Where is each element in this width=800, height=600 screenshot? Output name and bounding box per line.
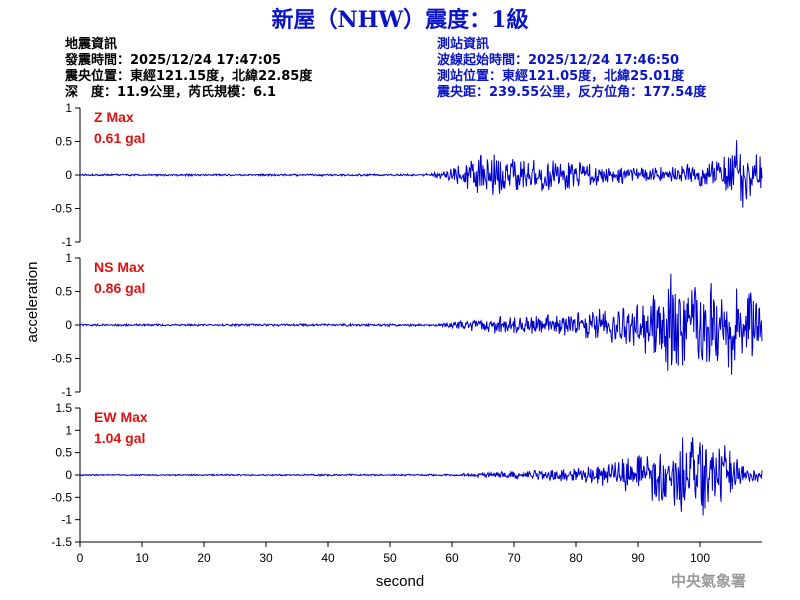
y-tick-label: 0 bbox=[65, 468, 72, 482]
y-tick-label: -0.5 bbox=[51, 490, 72, 504]
max-label-ew: EW Max bbox=[94, 409, 148, 425]
x-tick-label: 20 bbox=[197, 551, 211, 565]
y-tick-label: -1 bbox=[61, 385, 72, 399]
max-value-ew: 1.04 gal bbox=[94, 430, 145, 446]
y-tick-label: 0 bbox=[65, 318, 72, 332]
distance-azimuth: 震央距：239.55公里，反方位角：177.54度 bbox=[436, 84, 707, 100]
waveform-trace-ns bbox=[79, 273, 763, 375]
waveform-trace-z bbox=[79, 140, 763, 208]
x-tick-label: 60 bbox=[445, 551, 459, 565]
quake-info-heading: 地震資訊 bbox=[65, 36, 117, 52]
x-tick-label: 10 bbox=[135, 551, 149, 565]
station-location: 測站位置：東經121.05度，北緯25.01度 bbox=[437, 68, 685, 84]
y-tick-label: 0.5 bbox=[55, 135, 72, 149]
x-tick-label: 30 bbox=[259, 551, 273, 565]
y-tick-label: 0.5 bbox=[55, 446, 72, 460]
y-tick-label: 0 bbox=[65, 168, 72, 182]
y-tick-label: 1 bbox=[65, 251, 72, 265]
max-value-z: 0.61 gal bbox=[94, 130, 145, 146]
page-title: 新屋（NHW）震度：1級 bbox=[272, 7, 529, 33]
wave-start-time: 波線起始時間：2025/12/24 17:46:50 bbox=[437, 52, 679, 68]
x-tick-label: 40 bbox=[321, 551, 335, 565]
station-info: 測站資訊 波線起始時間：2025/12/24 17:46:50 測站位置：東經1… bbox=[436, 36, 707, 100]
panel-z: 1 0.5 0 -0.5 -1 Z Max 0.61 gal bbox=[51, 101, 763, 249]
panel-ew: 1.5 1 0.5 0 -0.5 -1 -1.5 EW Max 1.04 gal bbox=[51, 401, 763, 549]
y-tick-label: -0.5 bbox=[51, 202, 72, 216]
panel-ns: 1 0.5 0 -0.5 -1 NS Max 0.86 gal bbox=[51, 251, 763, 399]
y-tick-label: -0.5 bbox=[51, 352, 72, 366]
y-tick-label: -1.5 bbox=[51, 535, 72, 549]
quake-info: 地震資訊 發震時間：2025/12/24 17:47:05 震央位置：東經121… bbox=[64, 36, 313, 100]
x-tick-label: 50 bbox=[383, 551, 397, 565]
waveform-trace-ew bbox=[79, 437, 763, 516]
y-tick-label: 0.5 bbox=[55, 285, 72, 299]
y-tick-label: 1.5 bbox=[55, 401, 72, 415]
agency-footer: 中央氣象署 bbox=[671, 572, 746, 590]
x-axis-label: second bbox=[376, 573, 424, 590]
station-info-heading: 測站資訊 bbox=[437, 36, 489, 52]
x-tick-label: 70 bbox=[507, 551, 521, 565]
max-label-z: Z Max bbox=[94, 109, 134, 125]
x-tick-label: 0 bbox=[77, 551, 84, 565]
x-tick-label: 100 bbox=[690, 551, 710, 565]
depth-magnitude: 深 度：11.9公里，芮氏規模：6.1 bbox=[65, 84, 276, 100]
max-value-ns: 0.86 gal bbox=[94, 280, 145, 296]
x-tick-label: 90 bbox=[631, 551, 645, 565]
y-tick-label: 1 bbox=[65, 101, 72, 115]
y-tick-label: -1 bbox=[61, 513, 72, 527]
x-tick-label: 80 bbox=[569, 551, 583, 565]
origin-time: 發震時間：2025/12/24 17:47:05 bbox=[64, 52, 281, 68]
y-tick-label: 1 bbox=[65, 423, 72, 437]
y-axis-label: acceleration bbox=[24, 262, 41, 343]
seismogram-panels: 1 0.5 0 -0.5 -1 Z Max 0.61 gal 1 0.5 0 -0.5 -1 NS Ma… bbox=[51, 101, 763, 549]
epicenter: 震央位置：東經121.15度，北緯22.85度 bbox=[64, 68, 313, 84]
max-label-ns: NS Max bbox=[94, 259, 145, 275]
y-tick-label: -1 bbox=[61, 235, 72, 249]
x-axis: 0 10 20 30 40 50 60 70 80 90 100 bbox=[77, 541, 762, 565]
